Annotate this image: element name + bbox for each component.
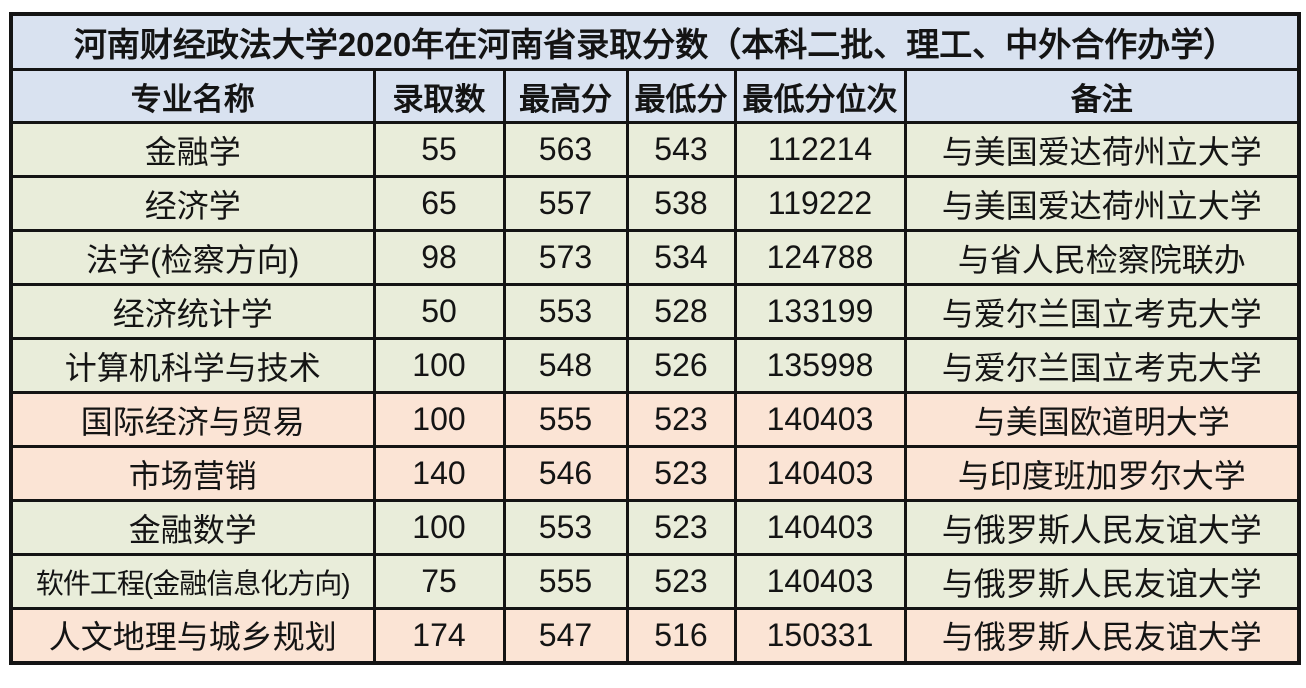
table-row: 计算机科学与技术 100 548 526 135998 与爱尔兰国立考克大学 [9,337,1301,394]
major-cell: 法学(检察方向) [9,229,376,286]
max-score-cell: 563 [502,121,629,178]
min-rank-cell: 133199 [733,283,907,340]
table-row: 经济学 65 557 538 119222 与美国爱达荷州立大学 [9,175,1301,232]
min-rank-cell: 119222 [733,175,907,232]
table-row: 国际经济与贸易 100 555 523 140403 与美国欧道明大学 [9,391,1301,448]
remark-cell: 与美国爱达荷州立大学 [903,175,1301,232]
column-header-row: 专业名称 录取数 最高分 最低分 最低分位次 备注 [9,68,1301,124]
column-header-min: 最低分 [625,68,737,124]
major-cell: 经济统计学 [9,283,376,340]
table-row: 市场营销 140 546 523 140403 与印度班加罗尔大学 [9,445,1301,502]
table-row: 法学(检察方向) 98 573 534 124788 与省人民检察院联办 [9,229,1301,286]
max-score-cell: 547 [502,607,629,664]
min-rank-cell: 140403 [733,445,907,502]
admit-count-cell: 55 [372,121,506,178]
min-rank-cell: 140403 [733,391,907,448]
column-header-major: 专业名称 [9,68,376,124]
admit-count-cell: 140 [372,445,506,502]
min-rank-cell: 150331 [733,607,907,664]
remark-cell: 与俄罗斯人民友谊大学 [903,499,1301,556]
column-header-remark: 备注 [903,68,1301,124]
table-row: 金融学 55 563 543 112214 与美国爱达荷州立大学 [9,121,1301,178]
admit-count-cell: 100 [372,499,506,556]
min-rank-cell: 140403 [733,553,907,610]
admit-count-cell: 65 [372,175,506,232]
remark-cell: 与美国爱达荷州立大学 [903,121,1301,178]
title-row: 河南财经政法大学2020年在河南省录取分数（本科二批、理工、中外合作办学） [9,12,1301,71]
max-score-cell: 555 [502,391,629,448]
min-score-cell: 523 [625,553,737,610]
min-score-cell: 523 [625,445,737,502]
max-score-cell: 546 [502,445,629,502]
major-cell: 计算机科学与技术 [9,337,376,394]
min-score-cell: 543 [625,121,737,178]
min-score-cell: 523 [625,391,737,448]
admit-count-cell: 98 [372,229,506,286]
remark-cell: 与印度班加罗尔大学 [903,445,1301,502]
column-header-count: 录取数 [372,68,506,124]
major-cell: 金融学 [9,121,376,178]
admit-count-cell: 75 [372,553,506,610]
major-cell: 经济学 [9,175,376,232]
min-rank-cell: 135998 [733,337,907,394]
max-score-cell: 573 [502,229,629,286]
major-cell: 软件工程(金融信息化方向) [9,553,376,610]
min-rank-cell: 140403 [733,499,907,556]
major-cell: 人文地理与城乡规划 [9,607,376,664]
admit-count-cell: 100 [372,337,506,394]
min-rank-cell: 124788 [733,229,907,286]
min-score-cell: 528 [625,283,737,340]
admit-count-cell: 174 [372,607,506,664]
admission-score-table: 河南财经政法大学2020年在河南省录取分数（本科二批、理工、中外合作办学） 专业… [9,12,1302,665]
column-header-rank: 最低分位次 [733,68,907,124]
min-score-cell: 538 [625,175,737,232]
max-score-cell: 553 [502,283,629,340]
remark-cell: 与爱尔兰国立考克大学 [903,283,1301,340]
max-score-cell: 548 [502,337,629,394]
table-row: 软件工程(金融信息化方向) 75 555 523 140403 与俄罗斯人民友谊… [9,553,1301,610]
admit-count-cell: 50 [372,283,506,340]
remark-cell: 与省人民检察院联办 [903,229,1301,286]
max-score-cell: 553 [502,499,629,556]
min-rank-cell: 112214 [733,121,907,178]
admit-count-cell: 100 [372,391,506,448]
remark-cell: 与俄罗斯人民友谊大学 [903,607,1301,664]
min-score-cell: 534 [625,229,737,286]
remark-cell: 与俄罗斯人民友谊大学 [903,553,1301,610]
remark-cell: 与爱尔兰国立考克大学 [903,337,1301,394]
major-cell: 市场营销 [9,445,376,502]
column-header-max: 最高分 [502,68,629,124]
table-row: 人文地理与城乡规划 174 547 516 150331 与俄罗斯人民友谊大学 [9,607,1301,664]
remark-cell: 与美国欧道明大学 [903,391,1301,448]
table-row: 经济统计学 50 553 528 133199 与爱尔兰国立考克大学 [9,283,1301,340]
major-cell: 金融数学 [9,499,376,556]
min-score-cell: 516 [625,607,737,664]
table-title: 河南财经政法大学2020年在河南省录取分数（本科二批、理工、中外合作办学） [9,12,1301,71]
table-row: 金融数学 100 553 523 140403 与俄罗斯人民友谊大学 [9,499,1301,556]
min-score-cell: 526 [625,337,737,394]
max-score-cell: 557 [502,175,629,232]
major-cell: 国际经济与贸易 [9,391,376,448]
min-score-cell: 523 [625,499,737,556]
max-score-cell: 555 [502,553,629,610]
